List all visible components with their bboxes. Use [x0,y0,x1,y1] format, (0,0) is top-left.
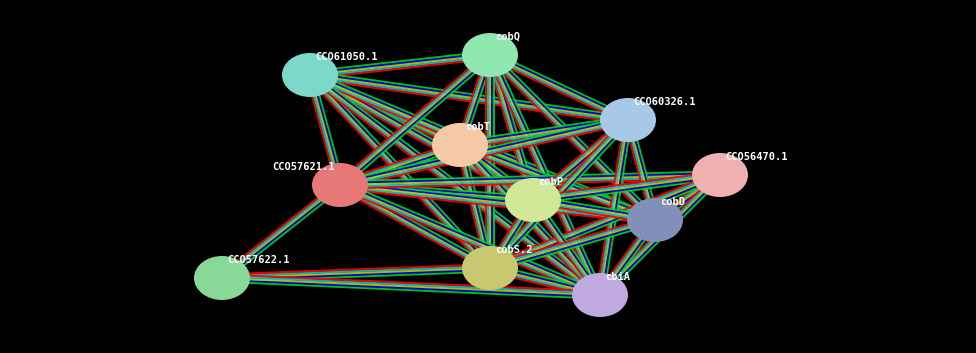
Text: CCO57622.1: CCO57622.1 [227,255,290,265]
Ellipse shape [462,246,518,290]
Text: cobD: cobD [660,197,685,207]
Ellipse shape [572,273,628,317]
Text: cbiA: cbiA [605,272,630,282]
Ellipse shape [432,123,488,167]
Text: CCO60326.1: CCO60326.1 [633,97,696,107]
Text: cobP: cobP [538,177,563,187]
Ellipse shape [600,98,656,142]
Text: cobT: cobT [465,122,490,132]
Ellipse shape [627,198,683,242]
Ellipse shape [692,153,748,197]
Ellipse shape [282,53,338,97]
Text: cobS.2: cobS.2 [495,245,533,255]
Ellipse shape [505,178,561,222]
Text: CCO61050.1: CCO61050.1 [315,52,378,62]
Ellipse shape [312,163,368,207]
Text: CCO56470.1: CCO56470.1 [725,152,788,162]
Ellipse shape [194,256,250,300]
Text: CCO57621.1: CCO57621.1 [272,162,335,172]
Text: cobQ: cobQ [495,32,520,42]
Ellipse shape [462,33,518,77]
